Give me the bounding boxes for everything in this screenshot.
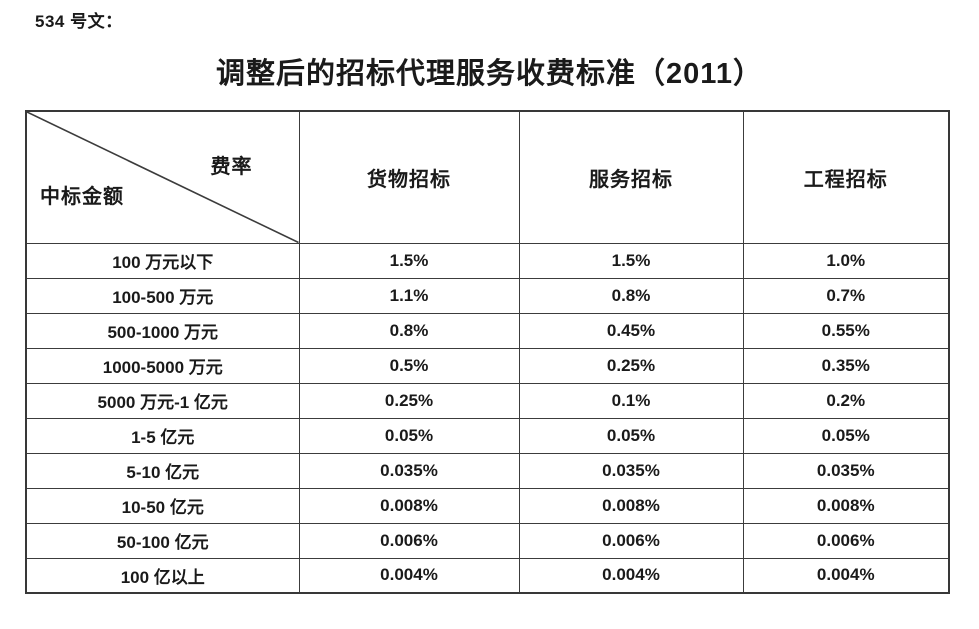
- fee-value-cell: 0.45%: [518, 312, 744, 349]
- column-header-goods: 货物招标: [298, 110, 520, 244]
- table-row: 50-100 亿元 0.006% 0.006% 0.006%: [25, 522, 950, 559]
- fee-value-cell: 0.006%: [742, 522, 950, 559]
- fee-value-cell: 0.035%: [298, 452, 520, 489]
- doc-number-label: 534 号文：: [35, 12, 123, 31]
- row-label-amount-range: 50-100 亿元: [25, 522, 300, 559]
- table-body: 100 万元以下 1.5% 1.5% 1.0% 100-500 万元 1.1% 0.8% 0.…: [25, 242, 950, 594]
- fee-value-cell: 0.006%: [298, 522, 520, 559]
- fee-value-cell: 1.5%: [518, 242, 744, 279]
- fee-value-cell: 0.004%: [298, 557, 520, 594]
- row-label-amount-range: 500-1000 万元: [25, 312, 300, 349]
- fee-rate-table: 费率 中标金额 货物招标 服务招标 工程招标 100 万元以下 1.5% 1.5% 1…: [25, 110, 950, 594]
- fee-value-cell: 1.1%: [298, 277, 520, 314]
- table-row: 100 亿以上 0.004% 0.004% 0.004%: [25, 557, 950, 594]
- page-title: 调整后的招标代理服务收费标准（2011）: [216, 58, 763, 90]
- table-row: 5-10 亿元 0.035% 0.035% 0.035%: [25, 452, 950, 489]
- row-label-amount-range: 5-10 亿元: [25, 452, 300, 489]
- fee-value-cell: 0.004%: [518, 557, 744, 594]
- fee-value-cell: 0.008%: [742, 487, 950, 524]
- row-label-amount-range: 100-500 万元: [25, 277, 300, 314]
- fee-value-cell: 0.8%: [518, 277, 744, 314]
- column-header-services: 服务招标: [518, 110, 744, 244]
- table-row: 1-5 亿元 0.05% 0.05% 0.05%: [25, 417, 950, 454]
- fee-value-cell: 0.035%: [742, 452, 950, 489]
- table-row: 5000 万元-1 亿元 0.25% 0.1% 0.2%: [25, 382, 950, 419]
- fee-value-cell: 0.05%: [298, 417, 520, 454]
- table-row: 500-1000 万元 0.8% 0.45% 0.55%: [25, 312, 950, 349]
- corner-label-bid-amount: 中标金额: [40, 185, 124, 208]
- fee-value-cell: 0.25%: [298, 382, 520, 419]
- fee-value-cell: 0.008%: [298, 487, 520, 524]
- fee-value-cell: 0.35%: [742, 347, 950, 384]
- fee-value-cell: 0.05%: [518, 417, 744, 454]
- row-label-amount-range: 10-50 亿元: [25, 487, 300, 524]
- fee-value-cell: 0.2%: [742, 382, 950, 419]
- fee-value-cell: 0.004%: [742, 557, 950, 594]
- fee-value-cell: 0.55%: [742, 312, 950, 349]
- row-label-amount-range: 1000-5000 万元: [25, 347, 300, 384]
- row-label-amount-range: 1-5 亿元: [25, 417, 300, 454]
- table-header-row: 费率 中标金额 货物招标 服务招标 工程招标: [25, 110, 950, 244]
- diagonal-divider-line: [27, 112, 299, 243]
- fee-value-cell: 0.8%: [298, 312, 520, 349]
- fee-value-cell: 0.035%: [518, 452, 744, 489]
- corner-header-cell: 费率 中标金额: [25, 110, 300, 244]
- table-row: 100-500 万元 1.1% 0.8% 0.7%: [25, 277, 950, 314]
- row-label-amount-range: 5000 万元-1 亿元: [25, 382, 300, 419]
- corner-label-rate: 费率: [210, 156, 253, 178]
- row-label-amount-range: 100 亿以上: [25, 557, 300, 594]
- table-row: 100 万元以下 1.5% 1.5% 1.0%: [25, 242, 950, 279]
- fee-value-cell: 0.7%: [742, 277, 950, 314]
- fee-value-cell: 0.25%: [518, 347, 744, 384]
- table-row: 1000-5000 万元 0.5% 0.25% 0.35%: [25, 347, 950, 384]
- row-label-amount-range: 100 万元以下: [25, 242, 300, 279]
- table-row: 10-50 亿元 0.008% 0.008% 0.008%: [25, 487, 950, 524]
- fee-value-cell: 0.008%: [518, 487, 744, 524]
- fee-value-cell: 1.5%: [298, 242, 520, 279]
- fee-value-cell: 0.006%: [518, 522, 744, 559]
- column-header-engineering: 工程招标: [742, 110, 950, 244]
- fee-value-cell: 0.1%: [518, 382, 744, 419]
- fee-value-cell: 0.05%: [742, 417, 950, 454]
- fee-value-cell: 0.5%: [298, 347, 520, 384]
- fee-value-cell: 1.0%: [742, 242, 950, 279]
